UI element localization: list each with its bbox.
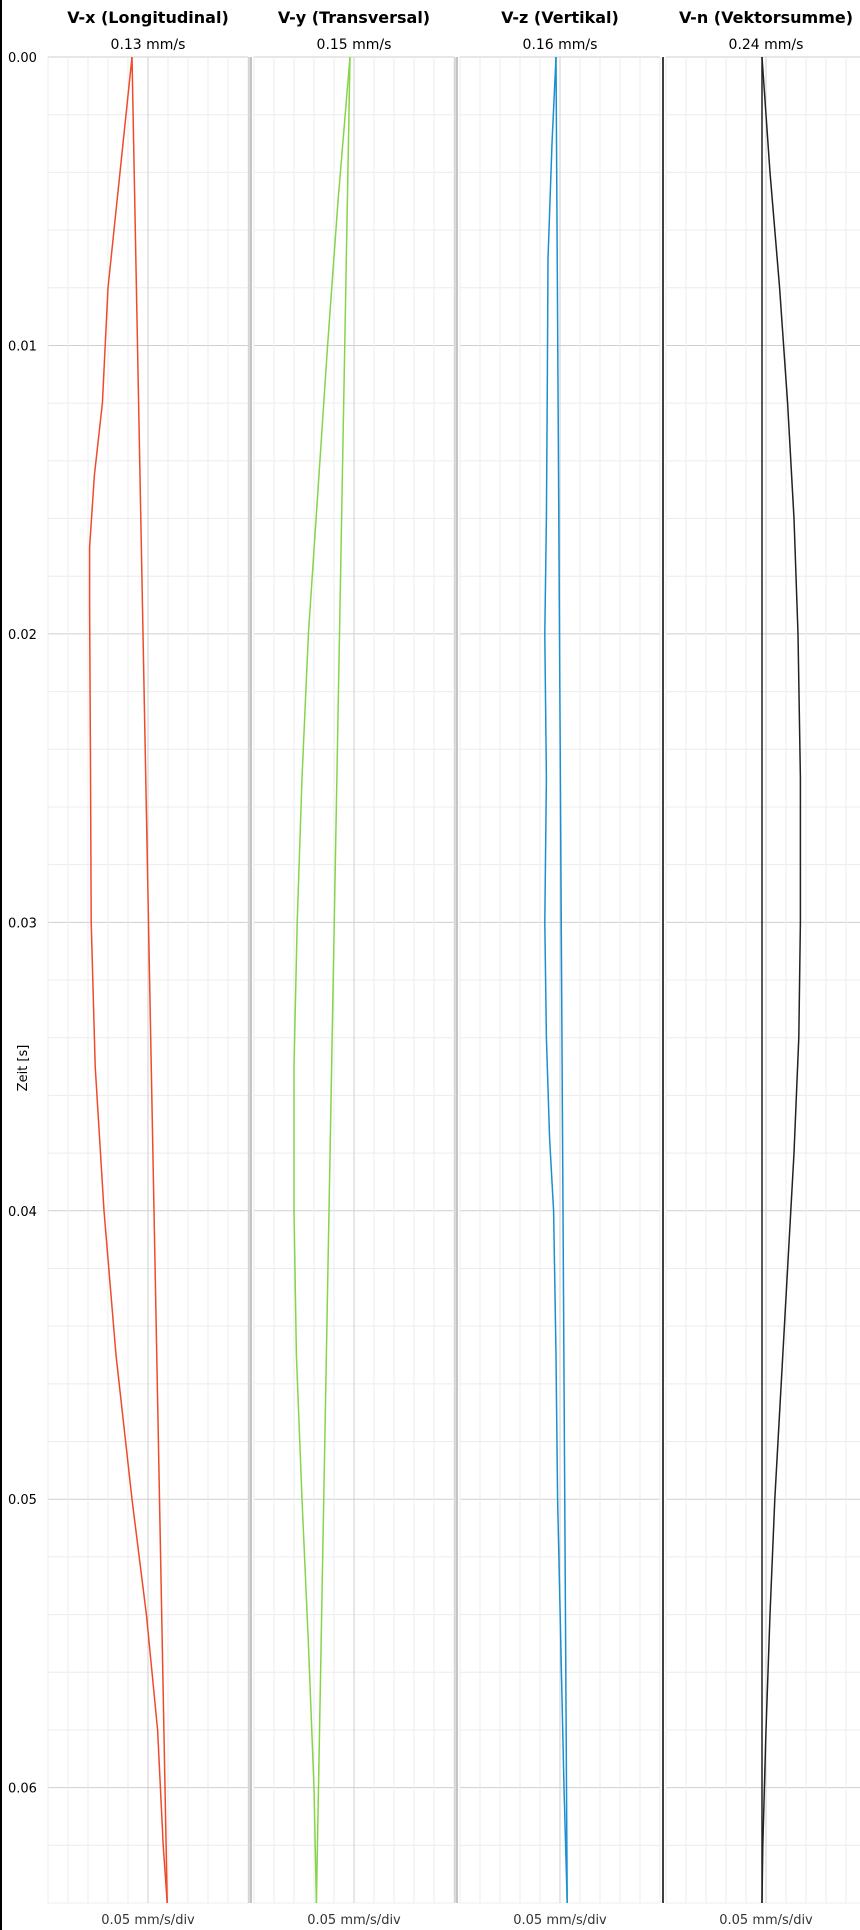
y-tick-label: 0.01 (8, 339, 37, 354)
panel-2: V-y (Transversal) 0.15 mm/s 0.05 mm/s/div (248, 8, 455, 1928)
panel-title: V-n (Vektorsumme) (679, 8, 853, 27)
series-line (88, 56, 168, 1904)
panel-3: V-z (Vertikal) 0.16 mm/s 0.05 mm/s/div (454, 8, 661, 1928)
panels: V-x (Longitudinal) 0.13 mm/s 0.05 mm/s/div… (47, 8, 860, 1928)
panel-scale-label: 0.05 mm/s/div (719, 1913, 813, 1928)
y-tick-label: 0.04 (8, 1205, 37, 1220)
panel-scale-label: 0.05 mm/s/div (101, 1913, 195, 1928)
panel-title: V-y (Transversal) (278, 8, 430, 27)
panel-title: V-x (Longitudinal) (67, 8, 229, 27)
panel-peak-value: 0.16 mm/s (523, 37, 598, 53)
y-axis-label: Zeit [s] (16, 1045, 31, 1092)
panel-scale-label: 0.05 mm/s/div (513, 1913, 607, 1928)
panel-peak-value: 0.15 mm/s (317, 37, 392, 53)
panel-4: V-n (Vektorsumme) 0.24 mm/s 0.05 mm/s/div (662, 8, 860, 1928)
y-ticks: 0.00 0.01 0.02 0.03 0.04 0.05 0.06 (8, 51, 37, 1797)
series-line (315, 56, 351, 1904)
series-line (131, 56, 168, 1904)
y-tick-label: 0.06 (8, 1782, 37, 1797)
panel-grid (47, 56, 249, 1904)
y-tick-label: 0.00 (8, 51, 37, 66)
y-tick-label: 0.03 (8, 916, 37, 931)
panel-peak-value: 0.24 mm/s (729, 37, 804, 53)
left-axis: Zeit [s] 0.00 0.01 0.02 0.03 0.04 0.05 0.06 (0, 0, 37, 1930)
series-line (761, 56, 802, 1904)
panel-title: V-z (Vertikal) (501, 8, 619, 27)
y-tick-label: 0.02 (8, 628, 37, 643)
panel-grid (665, 56, 860, 1904)
series-line (555, 56, 568, 1904)
panel-peak-value: 0.13 mm/s (111, 37, 186, 53)
panel-grid (253, 56, 455, 1904)
panel-scale-label: 0.05 mm/s/div (307, 1913, 401, 1928)
panel-1: V-x (Longitudinal) 0.13 mm/s 0.05 mm/s/div (47, 8, 249, 1928)
series-line (293, 56, 351, 1904)
series-line (544, 56, 568, 1904)
y-tick-label: 0.05 (8, 1493, 37, 1508)
